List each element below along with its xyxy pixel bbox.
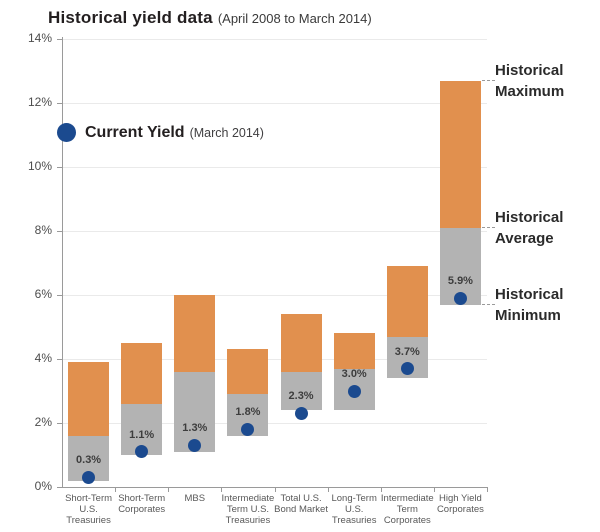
category-label: Total U.S. Bond Market bbox=[274, 493, 328, 515]
chart-title: Historical yield data (April 2008 to Marc… bbox=[48, 8, 372, 28]
x-axis-tick bbox=[274, 487, 276, 492]
bar-historical-range-lower bbox=[280, 371, 322, 411]
x-axis-tick bbox=[380, 487, 382, 492]
current-yield-value-label: 3.7% bbox=[394, 345, 420, 358]
bar-historical-range-upper bbox=[280, 314, 322, 372]
current-yield-value-label: 0.3% bbox=[76, 454, 102, 467]
current-yield-value-label: 1.3% bbox=[182, 422, 208, 435]
y-axis-label: 10% bbox=[27, 159, 52, 173]
gridline bbox=[62, 231, 487, 232]
current-yield-dot bbox=[453, 291, 467, 305]
bar-historical-range-upper bbox=[386, 266, 428, 337]
current-yield-dot bbox=[347, 384, 361, 398]
category-label: Intermediate Term U.S. Treasuries bbox=[221, 493, 275, 526]
y-axis-label: 4% bbox=[34, 351, 52, 365]
current-yield-dot bbox=[241, 422, 255, 436]
x-axis-tick bbox=[433, 487, 435, 492]
y-axis-label: 2% bbox=[34, 415, 52, 429]
current-yield-value-label: 2.3% bbox=[288, 390, 314, 403]
dashed-leader-maximum bbox=[481, 79, 495, 81]
annotation-historical-maximum: Historical Maximum bbox=[495, 61, 565, 100]
current-yield-dot bbox=[82, 470, 96, 484]
y-axis-label: 12% bbox=[27, 95, 52, 109]
annotation-historical-average: Historical Average bbox=[495, 208, 564, 247]
annotation-historical-minimum: Historical Minimum bbox=[495, 285, 564, 324]
chart-subtitle-text: (April 2008 to March 2014) bbox=[217, 11, 372, 26]
legend-current-yield: Current Yield (March 2014) bbox=[57, 123, 264, 142]
y-axis-label: 14% bbox=[27, 31, 52, 45]
bar-historical-range-upper bbox=[333, 333, 375, 369]
y-axis-tick bbox=[57, 487, 62, 488]
x-axis-tick bbox=[115, 487, 117, 492]
bar-historical-range-lower bbox=[174, 371, 216, 452]
dashed-leader-average bbox=[481, 226, 495, 228]
bar-historical-range-upper bbox=[68, 362, 110, 436]
x-axis-tick bbox=[327, 487, 329, 492]
bar-historical-range-upper bbox=[227, 349, 269, 395]
y-axis-tick bbox=[57, 167, 62, 168]
legend-label: Current Yield bbox=[85, 123, 185, 141]
y-axis-tick bbox=[57, 103, 62, 104]
gridline bbox=[62, 103, 487, 104]
current-yield-dot bbox=[294, 406, 308, 420]
category-label: Long-Term U.S. Treasuries bbox=[331, 493, 377, 526]
gridline bbox=[62, 295, 487, 296]
current-yield-value-label: 1.1% bbox=[129, 428, 155, 441]
chart-title-text: Historical yield data bbox=[48, 8, 213, 27]
current-yield-value-label: 3.0% bbox=[341, 368, 367, 380]
gridline bbox=[62, 167, 487, 168]
dashed-leader-minimum bbox=[481, 303, 495, 305]
gridline bbox=[62, 39, 487, 40]
y-axis-label: 8% bbox=[34, 223, 52, 237]
category-label: Intermediate Term Corporates bbox=[380, 493, 434, 526]
bar-historical-range-upper bbox=[174, 295, 216, 372]
x-axis-tick bbox=[487, 487, 488, 492]
category-label: Short-Term U.S. Treasuries bbox=[65, 493, 113, 526]
y-axis-tick bbox=[57, 295, 62, 296]
current-yield-dot bbox=[135, 445, 149, 459]
current-yield-dot-icon bbox=[57, 123, 76, 142]
legend-sublabel: (March 2014) bbox=[189, 125, 264, 140]
y-axis-tick bbox=[57, 39, 62, 40]
y-axis-tick bbox=[57, 423, 62, 424]
x-axis-tick bbox=[221, 487, 223, 492]
bar-historical-range-upper bbox=[439, 80, 481, 228]
current-yield-value-label: 1.8% bbox=[235, 406, 261, 419]
y-axis-tick bbox=[57, 231, 62, 232]
y-axis-label: 0% bbox=[34, 479, 52, 493]
y-axis-label: 6% bbox=[34, 287, 52, 301]
bar-historical-range-upper bbox=[121, 343, 163, 404]
gridline bbox=[62, 359, 487, 360]
y-axis-tick bbox=[57, 359, 62, 360]
current-yield-value-label: 5.9% bbox=[447, 275, 473, 288]
current-yield-dot bbox=[188, 438, 202, 452]
gridline bbox=[62, 423, 487, 424]
category-label: MBS bbox=[184, 493, 206, 504]
x-axis-tick bbox=[168, 487, 170, 492]
current-yield-dot bbox=[400, 362, 414, 376]
category-label: High Yield Corporates bbox=[436, 493, 484, 515]
y-axis-line bbox=[62, 37, 63, 487]
category-label: Short-Term Corporates bbox=[118, 493, 166, 515]
